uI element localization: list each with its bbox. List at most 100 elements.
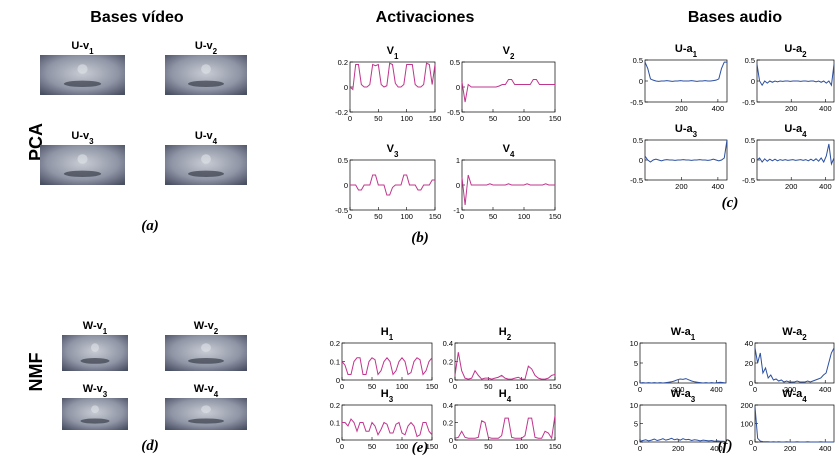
title-base: H bbox=[381, 326, 389, 338]
face-mouth bbox=[80, 358, 109, 364]
x-tick-label: 100 bbox=[400, 212, 413, 221]
y-tick-label: 100 bbox=[740, 420, 753, 429]
subplot-title: W-v1 bbox=[83, 320, 108, 336]
title-base: W-a bbox=[782, 388, 803, 400]
figure: Bases vídeo Activaciones Bases audio PCA… bbox=[0, 0, 839, 459]
title-sub: 2 bbox=[214, 327, 219, 336]
x-tick-label: 50 bbox=[489, 114, 497, 123]
title-base: U-a bbox=[675, 43, 694, 55]
x-tick-label: 200 bbox=[675, 104, 688, 113]
face-image bbox=[40, 55, 125, 95]
x-tick-label: 400 bbox=[819, 385, 832, 394]
y-tick-label: 0.5 bbox=[633, 136, 643, 145]
title-sub: 1 bbox=[691, 333, 696, 342]
y-tick-label: 0 bbox=[639, 156, 643, 165]
subplot-title: U-a2 bbox=[784, 43, 807, 59]
title-base: U-a bbox=[675, 123, 694, 135]
y-tick-label: 0.4 bbox=[443, 401, 453, 410]
face-mouth bbox=[188, 81, 224, 87]
x-tick-label: 0 bbox=[460, 114, 464, 123]
face-nose bbox=[201, 343, 211, 352]
title-base: W-v bbox=[194, 320, 215, 332]
subplot-title: V3 bbox=[387, 143, 399, 159]
x-tick-label: 150 bbox=[549, 212, 562, 221]
title-sub: 4 bbox=[213, 137, 218, 146]
x-tick-label: 50 bbox=[368, 382, 376, 391]
face-image bbox=[40, 145, 125, 185]
x-tick-label: 100 bbox=[518, 114, 531, 123]
y-tick-label: 0.2 bbox=[443, 358, 453, 367]
y-tick-label: -0.2 bbox=[335, 108, 348, 117]
column-title: Activaciones bbox=[376, 9, 475, 26]
title-base: U-v bbox=[71, 40, 90, 52]
subplot-title: W-v2 bbox=[194, 320, 219, 336]
y-tick-label: 0.5 bbox=[633, 56, 643, 65]
y-tick-label: 10 bbox=[630, 339, 638, 348]
face-image bbox=[165, 55, 247, 95]
face-mouth bbox=[64, 171, 101, 177]
y-tick-label: 0.2 bbox=[330, 401, 340, 410]
y-tick-label: 0 bbox=[344, 181, 348, 190]
title-base: W-v bbox=[83, 383, 104, 395]
subplot-title: U-a4 bbox=[784, 123, 807, 139]
title-base: W-a bbox=[671, 388, 692, 400]
title-sub: 3 bbox=[693, 130, 698, 139]
x-tick-label: 200 bbox=[785, 104, 798, 113]
y-tick-label: -0.5 bbox=[630, 98, 643, 107]
title-base: U-v bbox=[71, 130, 90, 142]
y-tick-label: 0 bbox=[639, 77, 643, 86]
subplot-title: U-v3 bbox=[71, 130, 94, 146]
x-tick-label: 200 bbox=[785, 182, 798, 191]
face-nose bbox=[201, 154, 211, 164]
title-base: U-a bbox=[784, 123, 803, 135]
face-nose bbox=[77, 154, 87, 164]
x-tick-label: 0 bbox=[340, 382, 344, 391]
title-base: H bbox=[381, 388, 389, 400]
subplot-title: W-a4 bbox=[782, 388, 807, 404]
subplot-title: V1 bbox=[387, 45, 399, 61]
y-tick-label: 0.5 bbox=[450, 58, 460, 67]
x-tick-label: 50 bbox=[374, 114, 382, 123]
axes-box bbox=[455, 343, 555, 380]
x-tick-label: 400 bbox=[819, 444, 832, 453]
y-tick-label: 5 bbox=[634, 359, 638, 368]
face-nose bbox=[91, 343, 99, 352]
x-tick-label: 100 bbox=[396, 382, 409, 391]
x-tick-label: 150 bbox=[549, 382, 562, 391]
face-mouth bbox=[188, 171, 224, 177]
face-mouth bbox=[80, 418, 109, 423]
subplot-title: H2 bbox=[499, 326, 512, 342]
panel-label: (d) bbox=[141, 438, 159, 454]
y-tick-label: 0.1 bbox=[330, 419, 340, 428]
subplot-title: W-v3 bbox=[83, 383, 108, 399]
face-mouth bbox=[188, 358, 224, 364]
subplot-title: H3 bbox=[381, 388, 394, 404]
y-tick-label: 0 bbox=[456, 83, 460, 92]
axes-box bbox=[755, 405, 834, 442]
title-sub: 4 bbox=[214, 390, 219, 399]
face-image bbox=[165, 335, 247, 371]
x-tick-label: 100 bbox=[515, 442, 528, 451]
face-nose bbox=[201, 405, 211, 413]
x-tick-label: 0 bbox=[340, 442, 344, 451]
title-sub: 4 bbox=[802, 130, 807, 139]
subplot-title: V4 bbox=[503, 143, 515, 159]
y-tick-label: 0.4 bbox=[443, 339, 453, 348]
subplot-title: H4 bbox=[499, 388, 512, 404]
y-tick-label: 200 bbox=[740, 401, 753, 410]
title-sub: 3 bbox=[389, 395, 394, 404]
title-base: W-a bbox=[671, 326, 692, 338]
title-sub: 1 bbox=[103, 327, 108, 336]
y-tick-label: -0.5 bbox=[742, 98, 755, 107]
title-sub: 3 bbox=[103, 390, 108, 399]
x-tick-label: 150 bbox=[426, 442, 439, 451]
x-tick-label: 50 bbox=[484, 382, 492, 391]
title-sub: 3 bbox=[89, 137, 94, 146]
face-nose bbox=[91, 405, 99, 413]
face-nose bbox=[201, 64, 211, 74]
face-mouth bbox=[188, 418, 224, 423]
y-tick-label: 0 bbox=[751, 156, 755, 165]
x-tick-label: 150 bbox=[429, 114, 442, 123]
face-image bbox=[62, 398, 128, 430]
y-tick-label: 10 bbox=[630, 401, 638, 410]
